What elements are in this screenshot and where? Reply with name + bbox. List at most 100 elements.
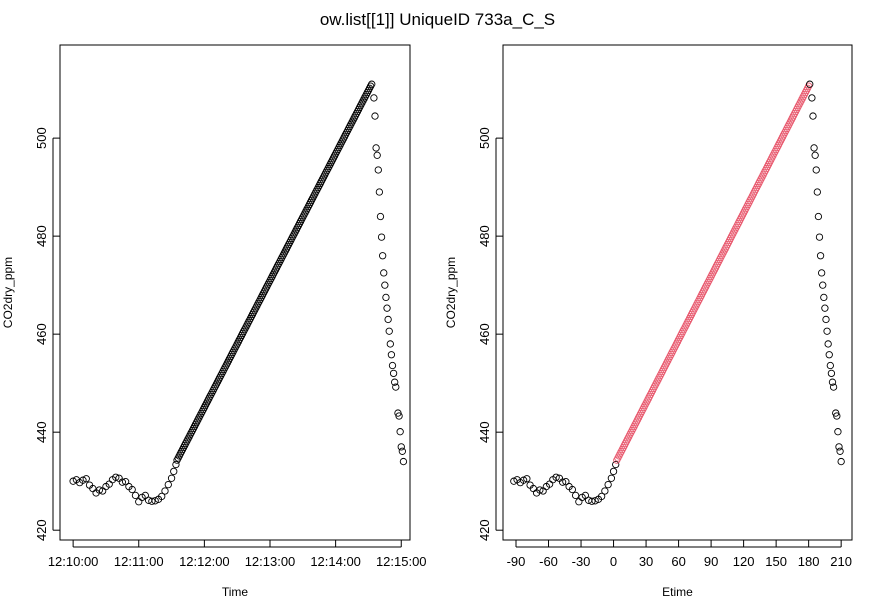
data-point bbox=[581, 491, 590, 500]
data-point bbox=[825, 351, 833, 359]
data-point bbox=[597, 492, 606, 501]
x-tick-label: 90 bbox=[704, 554, 718, 569]
x-tick-label: -90 bbox=[507, 554, 526, 569]
x-axis-title: Etime bbox=[662, 585, 693, 599]
data-point bbox=[151, 497, 159, 505]
data-point bbox=[808, 94, 816, 102]
data-point bbox=[804, 82, 813, 90]
data-point bbox=[95, 486, 104, 494]
y-axis-title: CO2dry_ppm bbox=[1, 257, 15, 328]
data-point bbox=[820, 293, 828, 302]
data-point bbox=[552, 473, 560, 481]
data-point bbox=[370, 94, 378, 102]
data-point bbox=[811, 151, 819, 159]
data-point bbox=[819, 281, 827, 289]
data-point bbox=[366, 82, 375, 90]
y-tick-label: 420 bbox=[477, 519, 492, 541]
x-tick-label: 60 bbox=[671, 554, 685, 569]
y-tick-label: 500 bbox=[477, 127, 492, 149]
x-tick-label: -60 bbox=[539, 554, 558, 569]
data-point bbox=[118, 478, 126, 486]
data-point bbox=[383, 304, 391, 312]
x-tick-label: 0 bbox=[610, 554, 617, 569]
data-point bbox=[391, 378, 399, 386]
data-point bbox=[837, 457, 845, 466]
data-point bbox=[833, 412, 841, 420]
data-point bbox=[112, 473, 120, 481]
x-tick-label: 12:11:00 bbox=[114, 554, 164, 569]
data-point bbox=[376, 212, 385, 221]
data-point bbox=[834, 428, 842, 436]
left-plot-panel: 420 440 460 480 500 CO2dry_ppm 12:10:00 12:11:0… bbox=[1, 44, 427, 599]
x-tick-label: 12:14:00 bbox=[310, 554, 361, 569]
right-plot-panel: 420 440 460 480 500 CO2dry_ppm -90 -60 -30 0 30 60 9… bbox=[444, 44, 853, 599]
data-point bbox=[558, 478, 567, 486]
data-point bbox=[519, 476, 528, 484]
data-point bbox=[392, 383, 400, 391]
data-point bbox=[377, 233, 386, 241]
data-point bbox=[601, 487, 609, 495]
data-point bbox=[371, 112, 379, 120]
data-point bbox=[389, 369, 398, 378]
y-tick-label: 480 bbox=[477, 225, 492, 247]
y-tick-label: 460 bbox=[477, 323, 492, 345]
data-point bbox=[170, 467, 178, 476]
data-point bbox=[172, 460, 180, 469]
data-point bbox=[827, 369, 836, 378]
data-point bbox=[828, 378, 837, 386]
y-tick-label: 480 bbox=[34, 225, 49, 247]
data-point bbox=[612, 460, 620, 469]
x-tick-label: 12:13:00 bbox=[245, 554, 296, 569]
data-point bbox=[568, 485, 577, 494]
data-point bbox=[806, 80, 814, 88]
x-tick-label: 180 bbox=[798, 554, 820, 569]
data-point bbox=[375, 188, 384, 196]
data-point bbox=[812, 166, 820, 174]
x-tick-label: 150 bbox=[765, 554, 787, 569]
data-point bbox=[397, 443, 405, 451]
x-tick-label: -30 bbox=[572, 554, 591, 569]
data-point bbox=[398, 447, 406, 455]
figure-title: ow.list[[1]] UniqueID 733a_C_S bbox=[319, 10, 556, 29]
x-tick-label: 30 bbox=[639, 554, 653, 569]
data-point bbox=[829, 383, 838, 391]
data-point bbox=[372, 144, 380, 152]
x-tick-label: 12:10:00 bbox=[48, 554, 99, 569]
data-point bbox=[815, 233, 824, 241]
data-point bbox=[121, 478, 130, 486]
data-point bbox=[161, 487, 169, 495]
data-point bbox=[69, 477, 77, 485]
data-point bbox=[836, 447, 844, 455]
data-point bbox=[386, 340, 394, 348]
data-point bbox=[609, 467, 618, 476]
data-point bbox=[388, 361, 397, 370]
data-point bbox=[816, 252, 825, 260]
data-point bbox=[822, 315, 830, 324]
data-point bbox=[374, 166, 382, 174]
x-tick-label: 12:12:00 bbox=[179, 554, 230, 569]
data-point bbox=[128, 485, 136, 494]
data-point bbox=[607, 474, 616, 482]
data-point bbox=[135, 498, 143, 506]
x-axis-title: Time bbox=[222, 585, 249, 599]
y-tick-label: 420 bbox=[34, 519, 49, 541]
data-point bbox=[604, 480, 612, 489]
y-tick-label: 460 bbox=[34, 323, 49, 345]
x-tick-label: 120 bbox=[733, 554, 755, 569]
data-point bbox=[571, 491, 580, 500]
data-point bbox=[835, 443, 843, 451]
data-point bbox=[380, 269, 388, 277]
y-tick-label: 500 bbox=[34, 127, 49, 149]
data-point bbox=[387, 351, 396, 359]
data-point bbox=[591, 497, 599, 505]
data-point bbox=[148, 497, 156, 505]
y-tick-label: 440 bbox=[477, 421, 492, 443]
y-axis-title: CO2dry_ppm bbox=[444, 257, 458, 328]
data-point bbox=[536, 486, 544, 494]
data-point bbox=[818, 269, 826, 277]
data-point bbox=[823, 327, 831, 335]
data-point bbox=[588, 497, 596, 505]
data-point bbox=[399, 457, 408, 466]
plot-frame bbox=[59, 44, 411, 541]
